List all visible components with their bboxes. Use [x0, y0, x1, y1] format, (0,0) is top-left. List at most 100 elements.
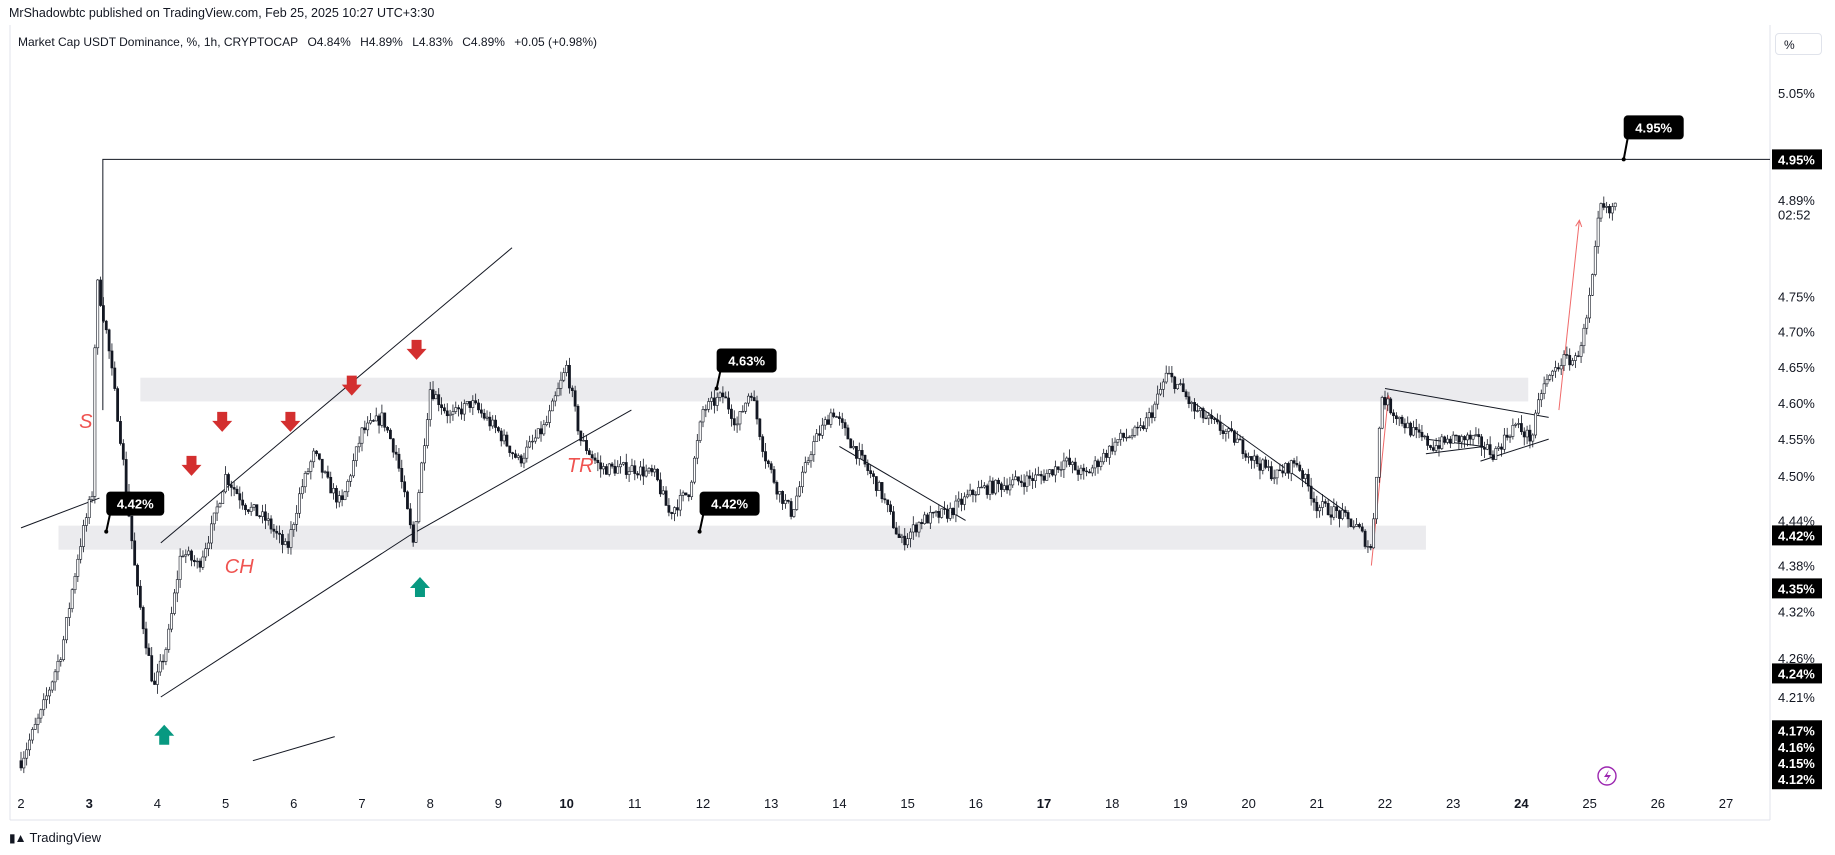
candle-body: [1298, 464, 1302, 471]
candle: [872, 470, 875, 485]
candle-body: [769, 463, 773, 470]
candle-body: [471, 400, 475, 408]
candle-body: [84, 517, 88, 526]
candle: [522, 452, 526, 469]
candle: [76, 554, 80, 582]
candle: [261, 504, 264, 524]
candle-body: [735, 423, 739, 426]
candle: [1221, 424, 1225, 440]
candle: [593, 453, 597, 465]
candle-body: [985, 485, 989, 495]
date-tick: 18: [1105, 796, 1119, 811]
candle: [181, 550, 185, 558]
candle: [39, 708, 43, 724]
candle: [550, 398, 554, 412]
ohlc-change: +0.05 (+0.98%): [514, 35, 598, 49]
stray-trendline[interactable]: [252, 736, 335, 762]
candle: [1571, 357, 1574, 367]
candle: [1511, 418, 1515, 440]
candle-body: [607, 463, 611, 475]
callout-442-mid-box[interactable]: [699, 491, 760, 516]
candle: [82, 519, 85, 553]
candle-body: [855, 446, 858, 459]
candle: [1085, 466, 1089, 477]
tradingview-brand[interactable]: ▮▲ TradingView: [9, 830, 101, 845]
candle-body: [741, 410, 745, 413]
candle-body: [1042, 475, 1046, 481]
candle-body: [244, 504, 247, 511]
candle-body: [761, 436, 765, 452]
candle-body: [968, 489, 972, 496]
channel-mid-line[interactable]: [409, 409, 632, 536]
channel-lower-line[interactable]: [160, 534, 411, 698]
candle-body: [630, 465, 634, 472]
triangle-upper-line[interactable]: [1384, 387, 1549, 418]
candle: [1542, 376, 1546, 400]
candle-body: [1048, 469, 1052, 474]
candle: [1579, 341, 1583, 364]
candle: [1466, 432, 1469, 447]
candle-body: [1602, 203, 1606, 208]
projection-arrow-2[interactable]: [1558, 220, 1580, 411]
candle: [1002, 476, 1006, 493]
candle: [542, 419, 546, 437]
candle-body: [772, 469, 776, 483]
candle: [792, 509, 796, 518]
candle: [914, 522, 918, 537]
price-tick: 4.75%: [1778, 289, 1815, 304]
symbol-name[interactable]: Market Cap USDT Dominance, %, 1h, CRYPTO…: [18, 35, 299, 49]
candle-body: [300, 486, 304, 495]
callout-495-box[interactable]: [1623, 115, 1684, 140]
candle-body: [502, 434, 506, 442]
candle-body: [144, 628, 148, 649]
candle: [1582, 323, 1586, 354]
candle-body: [468, 401, 472, 408]
candle-body: [406, 491, 409, 510]
candle: [1198, 407, 1202, 418]
price-badge: [1772, 578, 1822, 599]
candle: [1460, 434, 1464, 449]
candle-body: [1613, 202, 1617, 207]
flag-lower-line[interactable]: [1425, 445, 1484, 455]
date-tick: 4: [154, 796, 161, 811]
candle-body: [400, 468, 404, 483]
candle: [141, 605, 145, 635]
candle: [982, 482, 986, 489]
candle-body: [1116, 439, 1120, 443]
candle-body: [701, 409, 705, 423]
candle-body: [1292, 460, 1296, 464]
candle-body: [158, 660, 162, 673]
candle: [545, 415, 549, 427]
candle: [1593, 240, 1597, 277]
candle: [380, 404, 384, 428]
candle: [508, 445, 512, 457]
candle-body: [553, 395, 557, 402]
candle-body: [1181, 383, 1185, 393]
candle-body: [1397, 416, 1401, 420]
level-line-495[interactable]: [102, 158, 1770, 411]
candle: [1346, 510, 1350, 528]
channel-upper-line[interactable]: [160, 247, 513, 544]
callout-463-box[interactable]: [716, 348, 777, 373]
candle-body: [849, 438, 853, 449]
lightning-icon[interactable]: [1597, 766, 1617, 786]
percent-scale-button[interactable]: %: [1775, 33, 1822, 55]
candle-body: [1579, 345, 1583, 357]
left-trendline[interactable]: [20, 497, 100, 529]
candle: [903, 528, 907, 551]
candle-body: [56, 661, 60, 673]
descending-trendline-2[interactable]: [1193, 402, 1348, 514]
lightning-glyph: [1604, 770, 1611, 783]
candle: [87, 496, 91, 525]
candle-body: [1349, 518, 1353, 527]
candle: [863, 454, 867, 468]
candle-body: [1392, 412, 1395, 417]
callout-442-left-box[interactable]: [106, 491, 165, 516]
candle-body: [1588, 294, 1592, 319]
flag-upper-line[interactable]: [1425, 438, 1484, 447]
candle: [644, 464, 648, 478]
candle: [514, 449, 517, 459]
candle-body: [1380, 397, 1384, 429]
candle-body: [1159, 389, 1162, 395]
